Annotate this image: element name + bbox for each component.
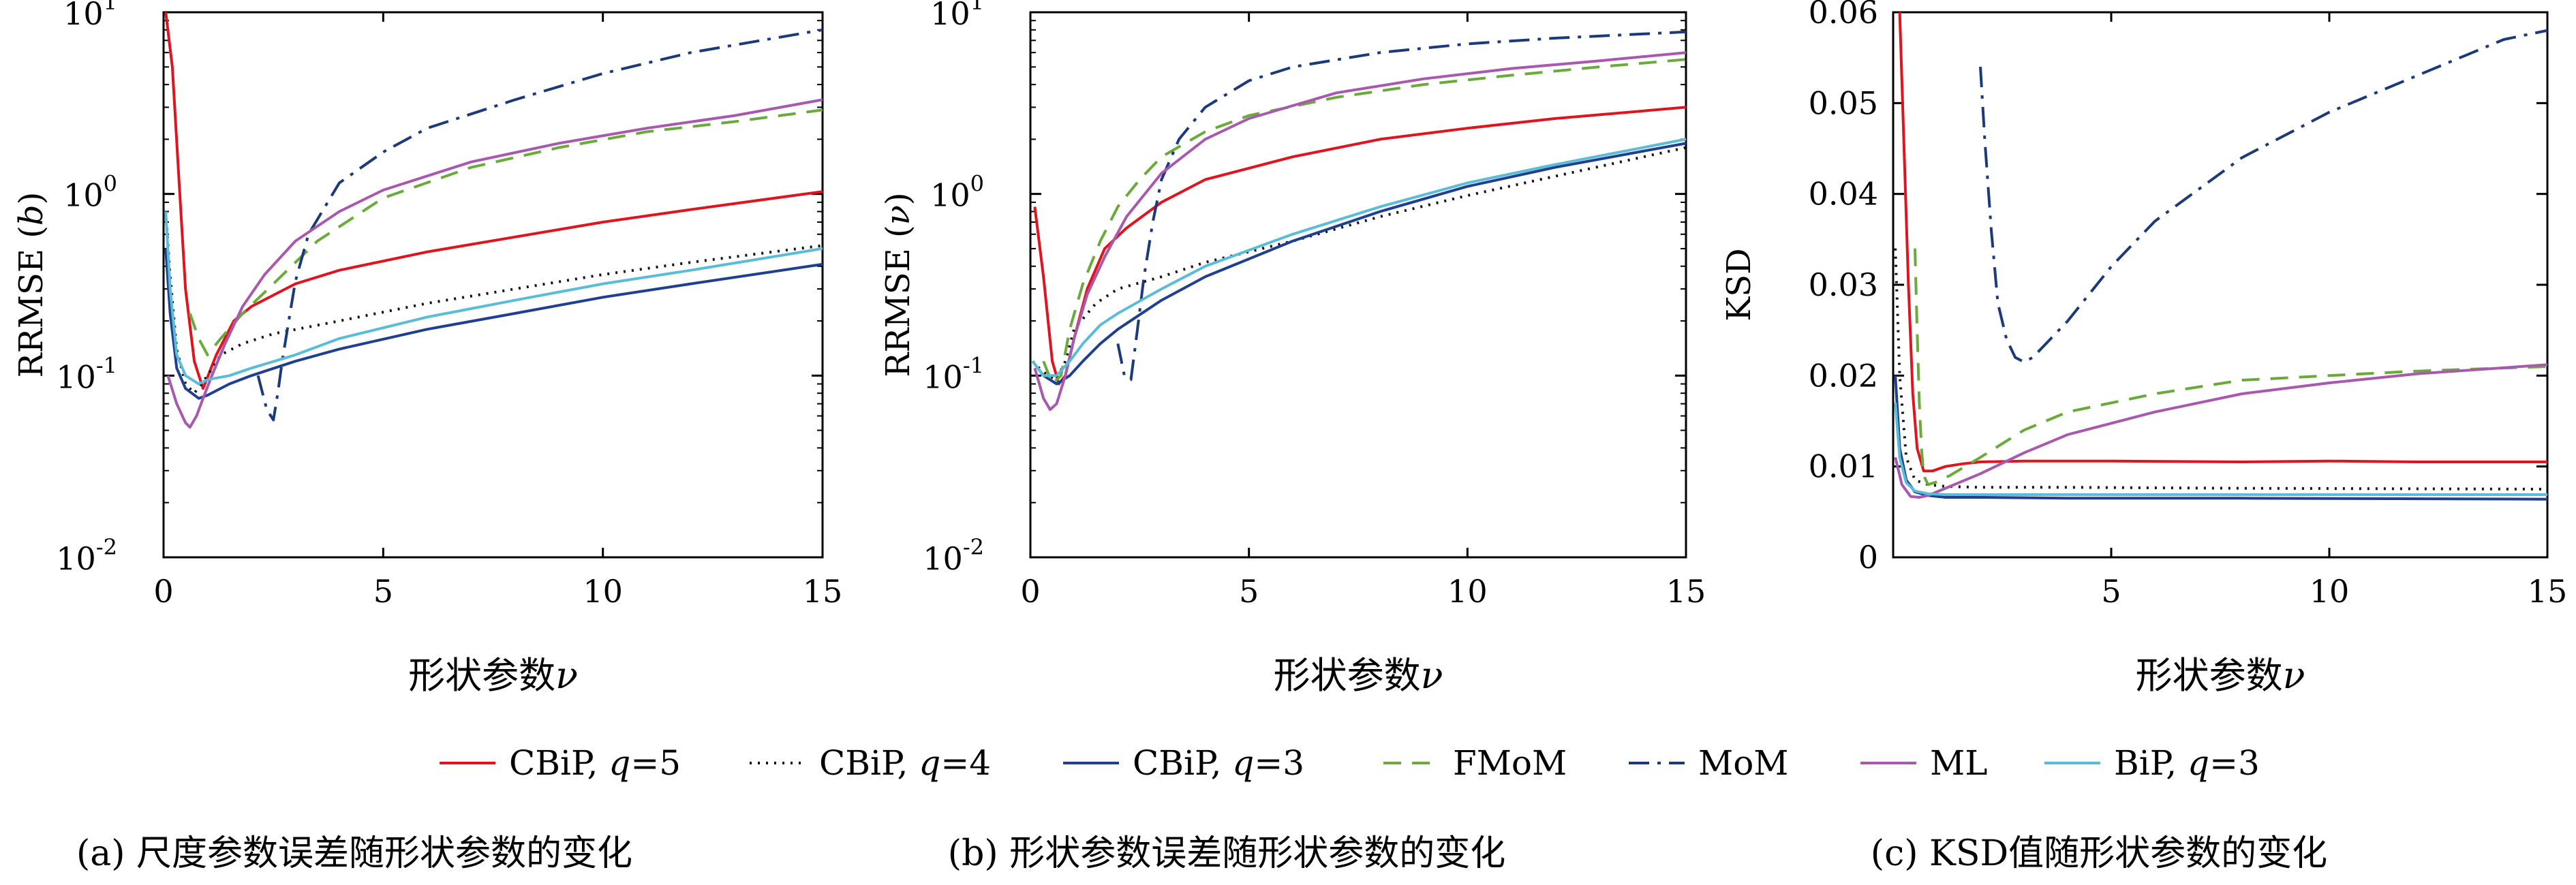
caption-c: (c) KSD值随形状参数的变化 — [1871, 833, 2327, 874]
legend-label: CBiP, q=3 — [1133, 743, 1304, 783]
series-line-mom — [1116, 30, 1686, 382]
x-tick-label: 15 — [1666, 573, 1706, 610]
series-line-cbip3 — [1031, 142, 1686, 386]
y-tick-label: 100 — [63, 171, 117, 214]
series-line-bip3 — [1031, 138, 1686, 377]
series-line-ml — [1033, 51, 1686, 412]
legend-label: MoM — [1698, 743, 1789, 783]
y-tick-label: 0.03 — [1809, 266, 1878, 303]
y-tick-label: 10-1 — [923, 352, 984, 395]
y-tick-label: 101 — [930, 0, 984, 32]
series-line-cbip3 — [164, 248, 823, 400]
x-tick-label: 15 — [2528, 573, 2568, 610]
legend-label: BiP, q=3 — [2114, 743, 2260, 783]
x-tick-label: 5 — [373, 573, 393, 610]
legend-label: CBiP, q=4 — [819, 743, 991, 783]
y-tick-label: 0 — [1858, 539, 1878, 576]
plot-frame — [1029, 11, 1687, 559]
y-tick-label: 10-1 — [56, 352, 117, 395]
y-tick-label: 0.02 — [1809, 357, 1878, 394]
series-line-mom — [1979, 29, 2547, 364]
legend-item-cbip5: CBiP, q=5 — [440, 743, 681, 783]
x-tick-label: 5 — [1239, 573, 1259, 610]
series-line-ml — [166, 98, 823, 429]
legend-label: ML — [1930, 743, 1987, 783]
y-tick-label: 100 — [930, 171, 984, 214]
legend-item-cbip3: CBiP, q=3 — [1063, 743, 1304, 783]
y-tick-label: 0.05 — [1809, 84, 1878, 121]
series-line-cbip4 — [164, 211, 823, 395]
legend-label: CBiP, q=5 — [509, 743, 681, 783]
legend-item-cbip4: CBiP, q=4 — [750, 743, 991, 783]
series-line-cbip4 — [1894, 248, 2547, 491]
legend-label: FMoM — [1453, 743, 1567, 783]
x-tick-label: 5 — [2101, 573, 2121, 610]
x-axis-label: 形状参数ν — [1274, 654, 1443, 697]
y-tick-label: 10-2 — [923, 534, 984, 577]
x-axis-label: 形状参数ν — [408, 654, 578, 697]
series-line-fmom — [1914, 248, 2547, 486]
plot-frame — [162, 11, 824, 559]
y-axis-label: KSD — [1720, 248, 1758, 321]
y-tick-label: 10-2 — [56, 534, 117, 577]
series-line-mom — [256, 28, 823, 422]
series-line-fmom — [188, 108, 823, 356]
series-line-cbip5 — [1033, 106, 1686, 386]
series-line-cbip4 — [1031, 146, 1686, 382]
legend-item-ml: ML — [1860, 743, 1987, 783]
series-line-bip3 — [1894, 403, 2547, 496]
caption-b: (b) 形状参数误差随形状参数的变化 — [948, 833, 1505, 874]
y-axis-label: RRMSE (b) — [12, 192, 50, 378]
x-tick-label: 0 — [153, 573, 173, 610]
x-tick-label: 10 — [2310, 573, 2350, 610]
series-line-cbip5 — [164, 12, 823, 390]
x-axis-label: 形状参数ν — [2136, 654, 2305, 697]
legend-item-mom: MoM — [1629, 743, 1789, 783]
x-tick-label: 10 — [1447, 573, 1488, 610]
series-line-ml — [1894, 363, 2547, 499]
series-line-bip3 — [164, 211, 823, 386]
y-tick-label: 0.04 — [1809, 176, 1878, 213]
x-tick-label: 0 — [1020, 573, 1040, 610]
x-tick-label: 10 — [583, 573, 623, 610]
plot-frame — [1892, 11, 2549, 559]
legend: CBiP, q=5 CBiP, q=4 CBiP, q=3 FMoM MoM ML BiP,… — [440, 743, 2260, 783]
legend-item-bip3: BiP, q=3 — [2044, 743, 2260, 783]
chart-panel-c: 5 10 15 0 0.01 0.02 0.03 0.04 0.05 0.06 KSD 形状参数ν — [1720, 0, 2567, 697]
chart-panel-b: 0 5 10 15 10-2 10-1 100 101 RRMSE (ν) 形状参数ν — [879, 0, 1706, 697]
y-tick-label: 0.01 — [1809, 448, 1878, 485]
y-tick-label: 101 — [63, 0, 117, 32]
y-axis-label: RRMSE (ν) — [879, 192, 917, 377]
y-tick-label: 0.06 — [1809, 0, 1878, 31]
chart-panel-a: 0 5 10 15 10-2 10-1 100 101 RRMSE (b) 形状参数ν — [12, 0, 842, 697]
caption-a: (a) 尺度参数误差随形状参数的变化 — [76, 833, 632, 874]
series-line-fmom — [1042, 58, 1686, 386]
legend-item-fmom: FMoM — [1383, 743, 1567, 783]
series-line-cbip5 — [1898, 12, 2547, 473]
x-tick-label: 15 — [803, 573, 843, 610]
series-line-cbip3 — [1894, 375, 2547, 501]
